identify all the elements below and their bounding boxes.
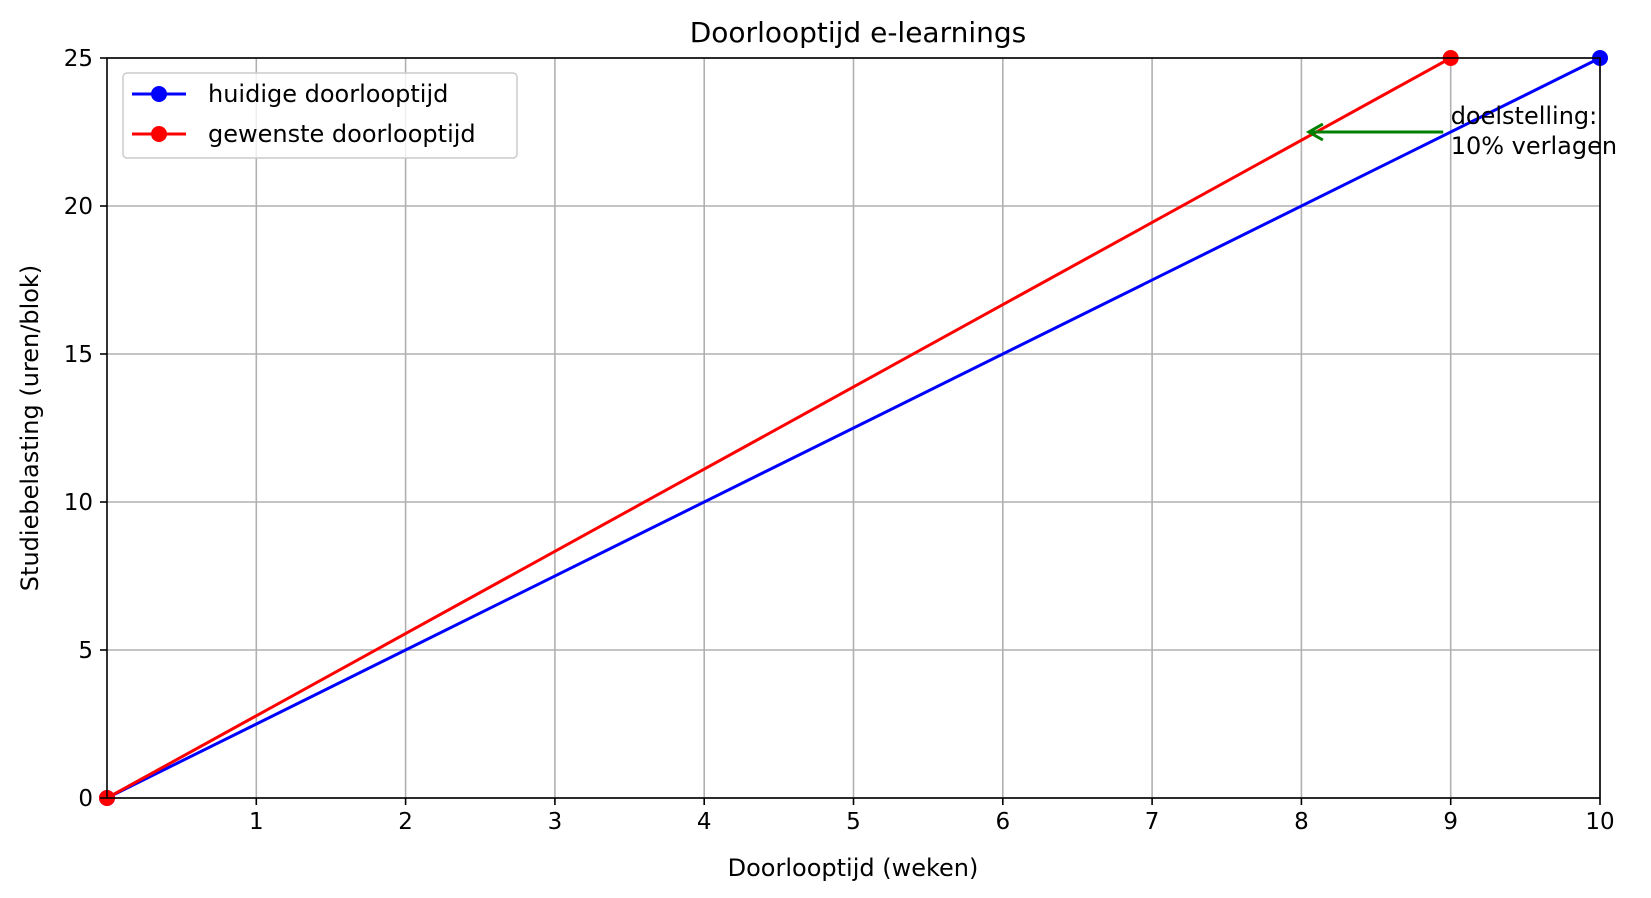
legend-marker-gewenste	[151, 126, 167, 142]
annotation-line-2: 10% verlagen	[1451, 132, 1617, 160]
x-tick-label-7: 7	[1145, 809, 1160, 835]
y-tick-label-5: 5	[78, 638, 93, 664]
x-tick-label-3: 3	[548, 809, 563, 835]
annotation-arrow-head	[1305, 122, 1324, 142]
x-axis-label: Doorlooptijd (weken)	[728, 854, 979, 882]
x-tick-label-9: 9	[1443, 809, 1458, 835]
y-axis-label: Studiebelasting (uren/blok)	[16, 265, 44, 591]
y-tick-label-15: 15	[64, 342, 93, 368]
ticks: 1 2 3 4 5 6 7 8 9 10 0 5 10 15 20 25	[64, 46, 1615, 835]
legend: huidige doorlooptijd gewenste doorloopti…	[122, 72, 518, 159]
x-tick-label-4: 4	[697, 809, 712, 835]
annotation-line-1: doelstelling:	[1451, 102, 1598, 130]
series-line-0	[106, 56, 1601, 800]
y-tick-label-20: 20	[64, 194, 93, 220]
chart-title: Doorlooptijd e-learnings	[690, 16, 1027, 49]
series-line-1	[106, 56, 1452, 800]
x-tick-label-8: 8	[1294, 809, 1309, 835]
x-tick-label-6: 6	[995, 809, 1010, 835]
x-tick-label-10: 10	[1585, 809, 1614, 835]
y-tick-label-25: 25	[64, 46, 93, 72]
legend-label-gewenste: gewenste doorlooptijd	[208, 120, 476, 148]
y-tick-label-0: 0	[78, 786, 93, 812]
x-tick-label-2: 2	[398, 809, 413, 835]
y-tick-label-10: 10	[64, 490, 93, 516]
x-tick-label-5: 5	[846, 809, 861, 835]
legend-label-huidige: huidige doorlooptijd	[208, 80, 448, 108]
annotation: doelstelling: 10% verlagen	[1305, 102, 1617, 160]
x-tick-label-1: 1	[249, 809, 264, 835]
legend-box	[122, 72, 518, 159]
legend-marker-huidige	[151, 86, 167, 102]
